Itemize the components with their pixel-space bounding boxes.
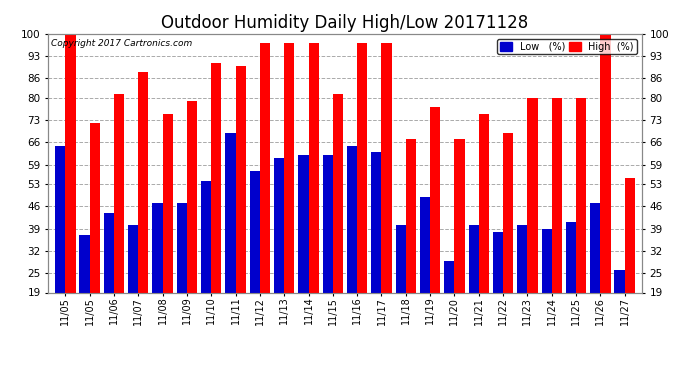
Bar	[138, 72, 148, 292]
Bar	[66, 34, 75, 292]
Bar	[128, 225, 138, 292]
Bar	[552, 98, 562, 292]
Bar	[274, 158, 284, 292]
Bar	[430, 107, 440, 292]
Bar	[152, 203, 163, 292]
Bar	[576, 98, 586, 292]
Bar	[624, 177, 635, 292]
Bar	[79, 235, 90, 292]
Bar	[590, 203, 600, 292]
Bar	[201, 181, 211, 292]
Bar	[503, 133, 513, 292]
Bar	[250, 171, 260, 292]
Bar	[469, 225, 479, 292]
Bar	[382, 44, 392, 292]
Bar	[226, 133, 235, 292]
Bar	[308, 44, 319, 292]
Bar	[284, 44, 295, 292]
Bar	[566, 222, 576, 292]
Bar	[455, 139, 464, 292]
Bar	[333, 94, 343, 292]
Bar	[493, 232, 503, 292]
Text: Copyright 2017 Cartronics.com: Copyright 2017 Cartronics.com	[51, 39, 193, 48]
Bar	[177, 203, 187, 292]
Bar	[55, 146, 66, 292]
Bar	[395, 225, 406, 292]
Bar	[444, 261, 455, 292]
Bar	[163, 114, 172, 292]
Title: Outdoor Humidity Daily High/Low 20171128: Outdoor Humidity Daily High/Low 20171128	[161, 14, 529, 32]
Bar	[187, 101, 197, 292]
Bar	[235, 66, 246, 292]
Bar	[260, 44, 270, 292]
Legend: Low   (%), High  (%): Low (%), High (%)	[497, 39, 637, 54]
Bar	[104, 213, 114, 292]
Bar	[406, 139, 416, 292]
Bar	[600, 34, 611, 292]
Bar	[323, 155, 333, 292]
Bar	[90, 123, 100, 292]
Bar	[420, 196, 430, 292]
Bar	[542, 229, 552, 292]
Bar	[347, 146, 357, 292]
Bar	[357, 44, 367, 292]
Bar	[479, 114, 489, 292]
Bar	[298, 155, 308, 292]
Bar	[211, 63, 221, 292]
Bar	[518, 225, 527, 292]
Bar	[527, 98, 538, 292]
Bar	[371, 152, 382, 292]
Bar	[114, 94, 124, 292]
Bar	[615, 270, 624, 292]
